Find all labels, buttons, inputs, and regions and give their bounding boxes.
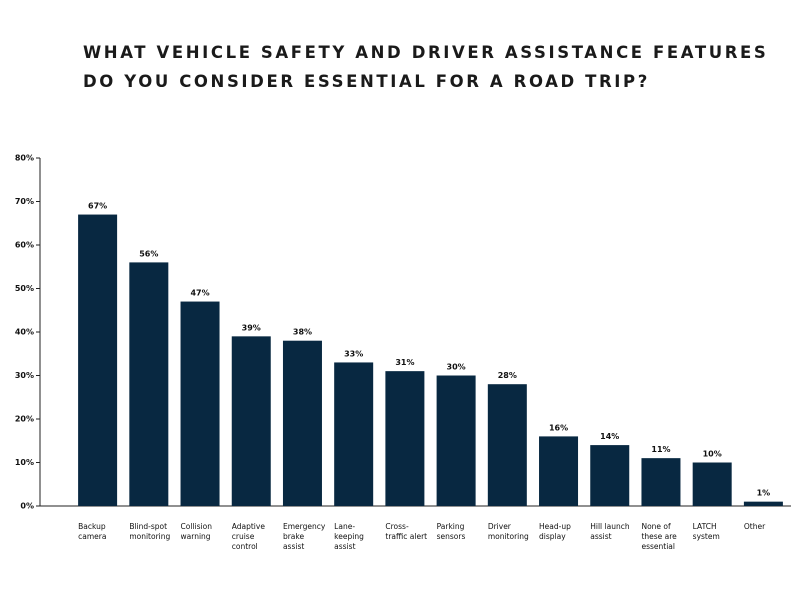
bar	[78, 214, 118, 507]
category-label: Backup camera	[78, 522, 107, 541]
value-label: 56%	[139, 249, 158, 258]
x-tick-label: Blind-spot monitoring	[129, 522, 171, 541]
x-tick-label: None of these are essential	[641, 522, 677, 551]
bar	[282, 340, 322, 506]
y-tick-label: 50%	[15, 284, 34, 293]
y-tick-label: 20%	[15, 415, 34, 424]
category-label: LATCH system	[692, 522, 720, 541]
value-label: 10%	[703, 450, 722, 459]
category-label: Collision warning	[180, 522, 212, 541]
category-label: Hill launch assist	[590, 522, 630, 541]
value-label: 14%	[600, 432, 619, 441]
x-tick-label: Hill launch assist	[590, 522, 630, 541]
y-tick-label: 60%	[15, 241, 34, 250]
category-label: None of these are essential	[641, 522, 677, 551]
y-tick-label: 40%	[15, 328, 34, 337]
category-label: Blind-spot monitoring	[129, 522, 171, 541]
value-label: 47%	[190, 289, 209, 298]
bar	[692, 462, 732, 506]
x-tick-label: Parking sensors	[436, 522, 466, 541]
x-tick-label: Emergency brake assist	[282, 522, 326, 551]
x-tick-label: LATCH system	[692, 522, 720, 541]
chart-title: WHAT VEHICLE SAFETY AND DRIVER ASSISTANC…	[83, 43, 768, 62]
x-tick-label: Backup camera	[78, 522, 107, 541]
category-label: Other	[743, 522, 766, 531]
bar	[743, 501, 783, 506]
x-tick-label: Lane-keeping assist	[334, 522, 364, 551]
y-tick-label: 0%	[20, 502, 34, 511]
bar	[180, 301, 220, 506]
y-tick-label: 80%	[15, 154, 34, 163]
category-label: Cross-traffic alert	[385, 522, 428, 541]
x-tick-label: Cross-traffic alert	[385, 522, 428, 541]
category-label: Driver monitoring	[487, 522, 529, 541]
bar	[539, 436, 579, 506]
value-label: 16%	[549, 423, 568, 432]
bar	[487, 384, 527, 506]
category-label: Head-up display	[539, 522, 571, 541]
x-tick-label: Adaptive cruise control	[231, 522, 265, 551]
category-label: Lane-keeping assist	[334, 522, 364, 551]
x-tick-label: Other	[743, 522, 766, 531]
category-label: Emergency brake assist	[282, 522, 326, 551]
x-tick-label: Collision warning	[180, 522, 212, 541]
value-label: 11%	[651, 445, 670, 454]
value-label: 39%	[242, 323, 261, 332]
bar	[129, 262, 169, 506]
y-tick-label: 70%	[15, 197, 34, 206]
value-label: 31%	[395, 358, 414, 367]
x-tick-label: Head-up display	[539, 522, 571, 541]
bar	[590, 445, 630, 506]
value-label: 38%	[293, 328, 312, 337]
bar	[436, 375, 476, 506]
y-tick-label: 10%	[15, 458, 34, 467]
bar	[385, 371, 425, 506]
bar	[334, 362, 374, 506]
category-label: Adaptive cruise control	[231, 522, 265, 551]
value-label: 1%	[757, 489, 771, 498]
y-tick-label: 30%	[15, 371, 34, 380]
x-tick-label: Driver monitoring	[487, 522, 529, 541]
chart-title: DO YOU CONSIDER ESSENTIAL FOR A ROAD TRI…	[83, 72, 650, 91]
bar	[231, 336, 271, 506]
category-label: Parking sensors	[436, 522, 466, 541]
value-label: 33%	[344, 349, 363, 358]
bar	[641, 458, 681, 506]
value-label: 67%	[88, 202, 107, 211]
value-label: 30%	[447, 363, 466, 372]
value-label: 28%	[498, 371, 517, 380]
